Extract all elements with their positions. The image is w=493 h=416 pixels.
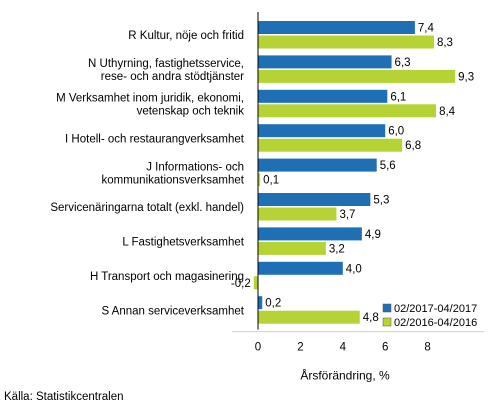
value-label: 3,7 bbox=[339, 209, 355, 221]
value-label: 4,0 bbox=[346, 263, 362, 275]
value-label: 8,3 bbox=[437, 37, 453, 49]
x-tick-labels: 0 2 4 6 8 bbox=[232, 331, 484, 354]
bar-2016 bbox=[258, 104, 437, 118]
source-note: Källa: Statistikcentralen bbox=[4, 391, 124, 403]
x-tick-label: 4 bbox=[340, 342, 347, 354]
bar-2017 bbox=[258, 124, 386, 138]
legend-swatch bbox=[382, 317, 392, 327]
value-label: 6,1 bbox=[390, 91, 406, 103]
legend-swatch bbox=[382, 303, 392, 313]
value-label: 6,8 bbox=[405, 140, 421, 152]
bar-2016 bbox=[258, 138, 403, 152]
bar-2017 bbox=[258, 227, 362, 241]
value-label: 6,3 bbox=[395, 57, 411, 69]
bar-2016 bbox=[258, 173, 261, 187]
value-label: 6,0 bbox=[388, 126, 404, 138]
bar-2016 bbox=[253, 276, 258, 290]
value-label: 5,3 bbox=[373, 195, 389, 207]
bar-2017 bbox=[258, 193, 371, 206]
value-label: -0,2 bbox=[231, 278, 251, 290]
x-tick-label: 0 bbox=[255, 342, 261, 354]
value-label: 0,1 bbox=[263, 175, 279, 187]
bar-2017 bbox=[258, 55, 392, 69]
bar-2016 bbox=[258, 241, 326, 255]
value-label: 5,6 bbox=[380, 160, 396, 172]
bars bbox=[253, 21, 456, 324]
category-label: H Transport och magasinering bbox=[90, 271, 244, 283]
value-label: 0,2 bbox=[265, 298, 281, 310]
category-label: R Kultur, nöje och fritid bbox=[128, 30, 244, 42]
category-label: Servicenäringarna totalt (exkl. handel) bbox=[50, 202, 244, 214]
bar-2017 bbox=[258, 158, 377, 172]
category-labels: R Kultur, nöje och fritid N Uthyrning, fa… bbox=[50, 30, 244, 317]
value-label: 4,8 bbox=[363, 312, 379, 324]
value-label: 9,3 bbox=[458, 71, 474, 83]
category-label: I Hotell- och restaurangverksamhet bbox=[65, 133, 245, 145]
legend-label: 02/2016-04/2016 bbox=[394, 317, 477, 329]
category-label: S Annan serviceverksamhet bbox=[101, 305, 244, 317]
bar-2016 bbox=[258, 35, 434, 49]
bar-2017 bbox=[258, 261, 343, 275]
category-label: L Fastighetsverksamhet bbox=[122, 237, 244, 249]
bar-2016 bbox=[258, 69, 456, 83]
value-label: 7,4 bbox=[418, 23, 435, 35]
bar-2017 bbox=[258, 89, 388, 103]
legend-label: 02/2017-04/2017 bbox=[394, 303, 477, 315]
x-axis-title: Årsförändring, % bbox=[300, 368, 390, 383]
category-label: N Uthyrning, fastighetsservice, rese- och… bbox=[88, 58, 244, 83]
bar-2017 bbox=[258, 296, 263, 310]
value-label: 8,4 bbox=[439, 106, 456, 118]
value-label: 3,2 bbox=[329, 243, 345, 255]
legend: 02/2017-04/2017 02/2016-04/2016 bbox=[382, 303, 477, 329]
value-labels: 7,48,3 6,3 9,3 6,1 8,4 6,06,8 5,6 0,1 5,3 3,7 4,9 3… bbox=[231, 23, 474, 325]
value-label: 4,9 bbox=[365, 229, 381, 241]
bar-2016 bbox=[258, 207, 337, 221]
category-label: J Informations- och kommunikationsverksam… bbox=[101, 161, 244, 186]
x-tick-label: 8 bbox=[424, 342, 430, 354]
bar-2017 bbox=[258, 21, 415, 34]
bar-2016 bbox=[258, 310, 360, 324]
x-tick-label: 2 bbox=[297, 342, 303, 354]
x-tick-label: 6 bbox=[382, 342, 388, 354]
category-label: M Verksamhet inom juridik, ekonomi, veten… bbox=[56, 93, 244, 118]
